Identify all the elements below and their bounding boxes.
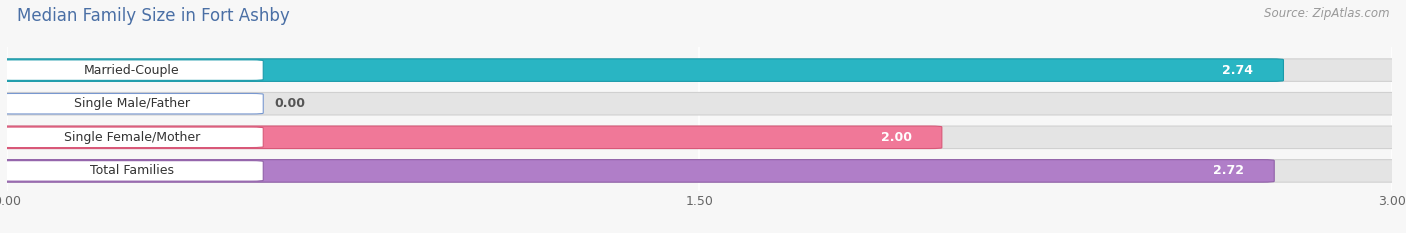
- FancyBboxPatch shape: [0, 160, 1403, 182]
- FancyBboxPatch shape: [0, 161, 263, 181]
- FancyBboxPatch shape: [0, 127, 263, 147]
- Text: Single Female/Mother: Single Female/Mother: [63, 131, 200, 144]
- Text: 0.00: 0.00: [274, 97, 305, 110]
- Text: Median Family Size in Fort Ashby: Median Family Size in Fort Ashby: [17, 7, 290, 25]
- FancyBboxPatch shape: [0, 60, 263, 80]
- Text: 2.74: 2.74: [1222, 64, 1254, 77]
- FancyBboxPatch shape: [0, 126, 942, 149]
- Text: 2.00: 2.00: [880, 131, 912, 144]
- FancyBboxPatch shape: [0, 126, 1403, 149]
- FancyBboxPatch shape: [0, 93, 1403, 115]
- Text: Married-Couple: Married-Couple: [84, 64, 180, 77]
- Text: Single Male/Father: Single Male/Father: [73, 97, 190, 110]
- Text: 2.72: 2.72: [1213, 164, 1244, 177]
- FancyBboxPatch shape: [0, 59, 1403, 81]
- FancyBboxPatch shape: [0, 160, 1274, 182]
- FancyBboxPatch shape: [0, 59, 1284, 81]
- Text: Total Families: Total Families: [90, 164, 174, 177]
- Text: Source: ZipAtlas.com: Source: ZipAtlas.com: [1264, 7, 1389, 20]
- FancyBboxPatch shape: [0, 93, 263, 114]
